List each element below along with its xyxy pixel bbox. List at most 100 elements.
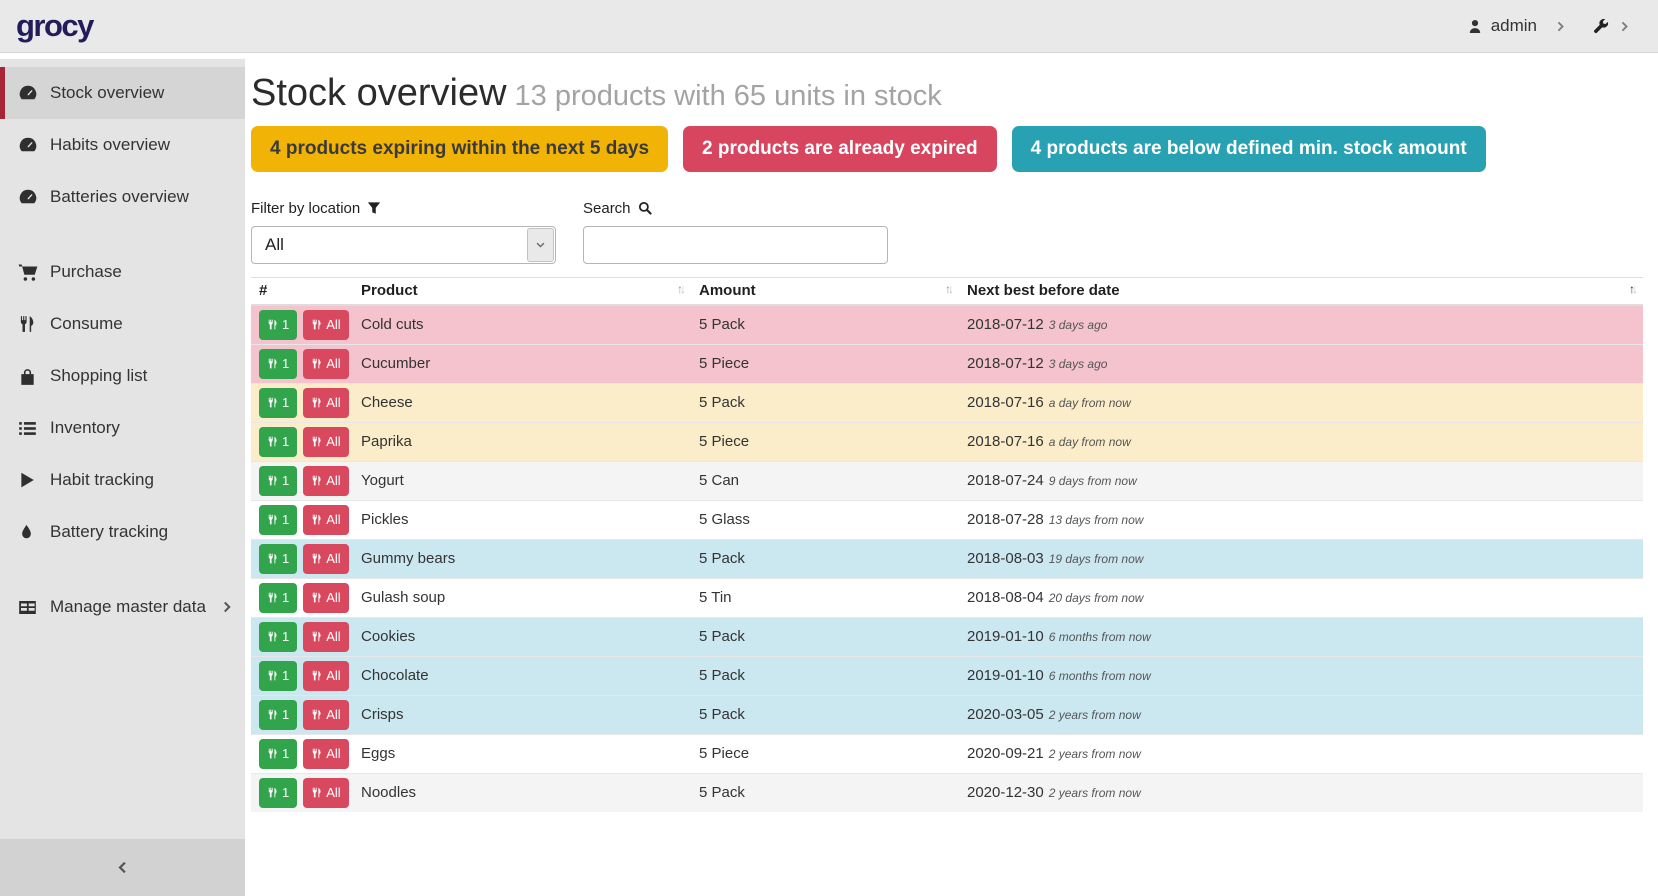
best-before-relative: 19 days from now [1048, 552, 1144, 567]
best-before-relative: a day from now [1048, 435, 1131, 450]
utensils-icon [267, 319, 278, 330]
best-before-date: 2018-07-12 [967, 316, 1044, 334]
location-filter-select[interactable]: All [251, 225, 556, 264]
consume-one-button[interactable]: 1 [259, 621, 298, 652]
consume-all-button[interactable]: All [303, 426, 349, 457]
utensils-icon [311, 436, 322, 447]
consume-one-button[interactable]: 1 [259, 504, 298, 535]
utensils-icon [311, 631, 322, 642]
utensils-icon [267, 787, 278, 798]
location-filter-label-text: Filter by location [251, 199, 361, 217]
shopping-bag-icon [18, 367, 39, 386]
consume-all-button[interactable]: All [303, 660, 349, 691]
sidebar-item-label: Inventory [50, 418, 120, 437]
consume-all-button[interactable]: All [303, 543, 349, 574]
sidebar-item-habit-tracking[interactable]: Habit tracking [0, 454, 245, 506]
consume-one-label: 1 [282, 512, 290, 528]
best-before-relative: a day from now [1048, 396, 1131, 411]
chevron-left-icon [116, 860, 129, 875]
consume-one-button[interactable]: 1 [259, 465, 298, 496]
product-cell: Cucumber [353, 343, 691, 384]
product-cell: Noodles [353, 772, 691, 813]
utensils-icon [267, 670, 278, 681]
consume-all-button[interactable]: All [303, 738, 349, 769]
best-before-cell: 2018-07-16 a day from now [959, 382, 1643, 423]
cart-icon [18, 262, 39, 282]
consume-all-button[interactable]: All [303, 387, 349, 418]
consume-all-button[interactable]: All [303, 504, 349, 535]
sort-icon: ↑↓ [945, 282, 954, 297]
sidebar-item-label: Batteries overview [50, 187, 189, 206]
column-header-product[interactable]: Product ↑↓ [353, 276, 691, 307]
location-filter-value: All [265, 234, 284, 254]
best-before-cell: 2018-07-16 a day from now [959, 421, 1643, 462]
consume-one-button[interactable]: 1 [259, 777, 298, 808]
amount-cell: 5 Glass [691, 499, 959, 540]
consume-one-button[interactable]: 1 [259, 738, 298, 769]
sidebar-item-battery-tracking[interactable]: Battery tracking [0, 506, 245, 558]
consume-all-button[interactable]: All [303, 309, 349, 340]
wrench-icon [1592, 18, 1609, 35]
consume-all-button[interactable]: All [303, 699, 349, 730]
consume-one-label: 1 [282, 473, 290, 489]
utensils-icon [267, 631, 278, 642]
consume-one-button[interactable]: 1 [259, 582, 298, 613]
sidebar: Stock overview Habits overview Batteries… [0, 59, 245, 896]
table-row: 1 All Gummy bears 5 [251, 538, 1643, 579]
user-menu[interactable]: admin [1467, 16, 1566, 36]
sidebar-collapse-button[interactable] [0, 839, 245, 896]
consume-one-button[interactable]: 1 [259, 426, 298, 457]
sidebar-item-manage-master-data[interactable]: Manage master data [0, 581, 245, 633]
consume-all-button[interactable]: All [303, 348, 349, 379]
sidebar-item-label: Habits overview [50, 135, 170, 154]
search-label-text: Search [583, 199, 631, 217]
amount-cell: 5 Pack [691, 772, 959, 813]
sidebar-item-inventory[interactable]: Inventory [0, 402, 245, 454]
column-header-amount[interactable]: Amount ↑↓ [691, 276, 959, 307]
best-before-date: 2018-07-28 [967, 511, 1044, 529]
best-before-date: 2020-03-05 [967, 706, 1044, 724]
consume-one-label: 1 [282, 551, 290, 567]
chevron-down-icon [527, 227, 554, 262]
sidebar-item-label: Habit tracking [50, 470, 154, 489]
sidebar-item-label: Consume [50, 314, 123, 333]
row-actions-cell: 1 All [251, 460, 353, 501]
best-before-relative: 6 months from now [1048, 630, 1151, 645]
search-icon [638, 201, 652, 216]
consume-all-button[interactable]: All [303, 582, 349, 613]
column-header-best-before[interactable]: Next best before date ↑↓ [959, 276, 1643, 307]
consume-all-button[interactable]: All [303, 777, 349, 808]
expired-badge: 2 products are already expired [683, 125, 997, 172]
row-actions-cell: 1 All [251, 733, 353, 774]
best-before-date: 2019-01-10 [967, 628, 1044, 646]
sidebar-item-shopping-list[interactable]: Shopping list [0, 350, 245, 402]
grocy-logo[interactable]: grocy [16, 8, 94, 43]
consume-one-button[interactable]: 1 [259, 348, 298, 379]
sidebar-item-purchase[interactable]: Purchase [0, 246, 245, 298]
product-cell: Chocolate [353, 655, 691, 696]
amount-cell: 5 Can [691, 460, 959, 501]
consume-all-button[interactable]: All [303, 621, 349, 652]
consume-all-button[interactable]: All [303, 465, 349, 496]
consume-one-button[interactable]: 1 [259, 387, 298, 418]
consume-one-button[interactable]: 1 [259, 660, 298, 691]
utensils-icon [311, 592, 322, 603]
best-before-cell: 2019-01-10 6 months from now [959, 616, 1643, 657]
amount-cell: 5 Pack [691, 538, 959, 579]
sidebar-item-label: Manage master data [50, 597, 206, 616]
utensils-icon [267, 397, 278, 408]
consume-one-button[interactable]: 1 [259, 543, 298, 574]
best-before-cell: 2020-09-21 2 years from now [959, 733, 1643, 774]
sidebar-item-habits-overview[interactable]: Habits overview [0, 119, 245, 171]
consume-one-button[interactable]: 1 [259, 699, 298, 730]
utensils-icon [18, 315, 39, 333]
sidebar-item-batteries-overview[interactable]: Batteries overview [0, 171, 245, 223]
search-input[interactable] [583, 225, 888, 264]
sidebar-item-label: Stock overview [50, 83, 165, 102]
table-row: 1 All Crisps 5 Pack [251, 694, 1643, 735]
settings-menu[interactable] [1592, 18, 1609, 35]
consume-one-label: 1 [282, 590, 290, 606]
sidebar-item-consume[interactable]: Consume [0, 298, 245, 350]
consume-one-button[interactable]: 1 [259, 309, 298, 340]
sidebar-item-stock-overview[interactable]: Stock overview [0, 67, 245, 119]
